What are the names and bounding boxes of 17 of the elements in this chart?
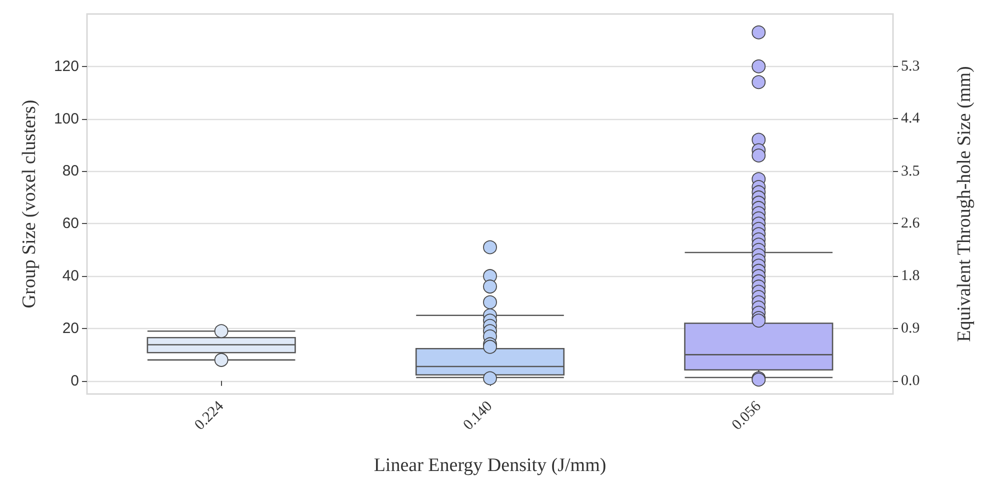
x-axis-title: Linear Energy Density (J/mm) — [374, 455, 606, 476]
y2-axis-title: Equivalent Through-hole Size (mm) — [954, 66, 975, 342]
y2-tick-label: 0.0 — [901, 372, 920, 389]
y-tick-label: 100 — [54, 110, 79, 128]
y-tick-label: 60 — [62, 215, 79, 232]
y2-tick-label: 1.8 — [901, 268, 920, 284]
y2-tick-label: 5.3 — [901, 58, 920, 74]
y-tick-label: 0 — [70, 372, 79, 390]
y2-tick-label: 3.5 — [901, 163, 920, 180]
y-tick-label: 80 — [62, 162, 79, 180]
y-tick-label: 120 — [54, 58, 79, 75]
y2-tick-label: 4.4 — [901, 110, 920, 126]
y-tick-label: 40 — [62, 268, 79, 285]
y2-tick-label: 0.9 — [901, 320, 920, 337]
y2-tick-label: 2.6 — [901, 216, 920, 232]
y-axis-title: Group Size (voxel clusters) — [19, 100, 40, 308]
y-tick-label: 20 — [62, 320, 79, 337]
